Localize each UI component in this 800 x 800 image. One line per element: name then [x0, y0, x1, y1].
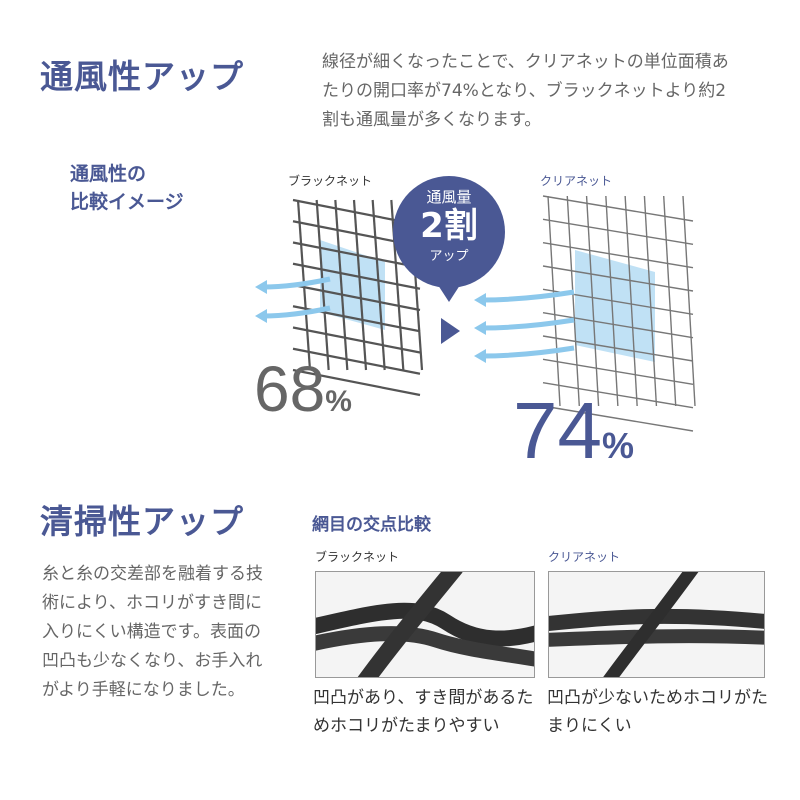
badge-line3: アップ	[429, 249, 469, 264]
net-strand-vertical	[643, 195, 658, 407]
airflow-panel	[320, 240, 385, 330]
badge-line1: 通風量	[426, 188, 472, 206]
net-strand-vertical	[371, 199, 386, 371]
badge-circle	[393, 176, 505, 288]
net-strand-horizontal	[542, 241, 694, 269]
comparison-heading: 通風性の 比較イメージ	[70, 160, 184, 216]
badge-line2: 2割	[420, 206, 478, 246]
percent-sign: %	[325, 385, 352, 418]
net-strand-horizontal	[292, 347, 421, 375]
net-strand-horizontal	[542, 311, 694, 339]
net-strand-vertical	[334, 199, 349, 371]
ventilation-title: 通風性アップ	[40, 57, 244, 96]
black-net-value: 68	[254, 353, 326, 425]
net-strand-vertical	[585, 195, 600, 407]
black-net-intersection-photo	[315, 571, 535, 678]
net-strand-horizontal	[542, 358, 694, 386]
clear-net-caption: 凹凸が少ないためホコリがたまりにくい	[547, 688, 768, 736]
airflow-arrow	[481, 317, 575, 331]
net-strand-vertical	[547, 195, 561, 407]
clear-net-intersection-photo	[548, 571, 765, 678]
arrow-right-icon	[441, 318, 460, 344]
comparison-heading-line1: 通風性の	[70, 163, 147, 185]
net-strand-horizontal	[292, 368, 421, 397]
intersection-heading: 網目の交点比較	[312, 515, 431, 535]
net-strand-horizontal	[292, 262, 421, 290]
airflow-arrowhead	[474, 349, 486, 363]
comparison-heading-line2: 比較イメージ	[70, 191, 184, 213]
net-illustration	[255, 176, 696, 432]
airflow-arrowhead	[474, 321, 486, 335]
net-strand-horizontal	[292, 326, 421, 354]
net-strand-horizontal	[292, 283, 421, 312]
net-strand-horizontal	[542, 195, 694, 222]
net-strand-horizontal	[542, 335, 694, 362]
airflow-arrow	[262, 305, 331, 319]
percent-sign: %	[601, 425, 634, 466]
black-net-label: ブラックネット	[288, 174, 373, 188]
net-strand-horizontal	[542, 381, 694, 409]
badge-pointer	[436, 282, 462, 302]
clear-net-value: 74	[513, 386, 602, 475]
airflow-arrowhead	[255, 309, 267, 323]
net-strand-vertical	[682, 195, 696, 407]
airflow-arrow	[481, 289, 575, 303]
black-net-grid	[292, 198, 424, 397]
airflow-badge: 通風量 2割 アップ	[393, 186, 505, 264]
airflow-arrowhead	[474, 293, 486, 307]
net-strand-vertical	[315, 199, 330, 371]
black-net-photo-label: ブラックネット	[315, 550, 400, 564]
cleaning-title: 清掃性アップ	[40, 502, 244, 541]
clear-net-photo-label: クリアネット	[548, 550, 621, 564]
net-strand-vertical	[566, 195, 580, 407]
airflow-arrows-black	[255, 276, 331, 323]
cleaning-description: 糸と糸の交差部を融着する技術により、ホコリがすき間に入りにくい構造です。表面の凹…	[42, 564, 263, 700]
airflow-arrow	[262, 276, 331, 290]
black-net-caption: 凹凸があり、すき間があるためホコリがたまりやすい	[313, 688, 534, 736]
airflow-arrows-clear	[474, 289, 575, 363]
net-strand-vertical	[663, 195, 677, 407]
ventilation-description: 線径が細くなったことで、クリアネットの単位面積あたりの開口率が74%となり、ブラ…	[322, 52, 729, 130]
net-strand-horizontal	[292, 241, 421, 269]
net-strand-vertical	[624, 195, 638, 407]
airflow-arrow	[481, 345, 575, 359]
clear-net-ratio: 74%	[513, 385, 634, 477]
net-strand-horizontal	[542, 265, 694, 292]
clear-net-label: クリアネット	[540, 174, 613, 188]
clear-net-grid	[542, 195, 696, 432]
net-strand-horizontal	[542, 405, 694, 432]
black-net-ratio: 68%	[254, 352, 352, 426]
airflow-arrowhead	[255, 280, 267, 294]
net-strand-horizontal	[542, 218, 694, 246]
